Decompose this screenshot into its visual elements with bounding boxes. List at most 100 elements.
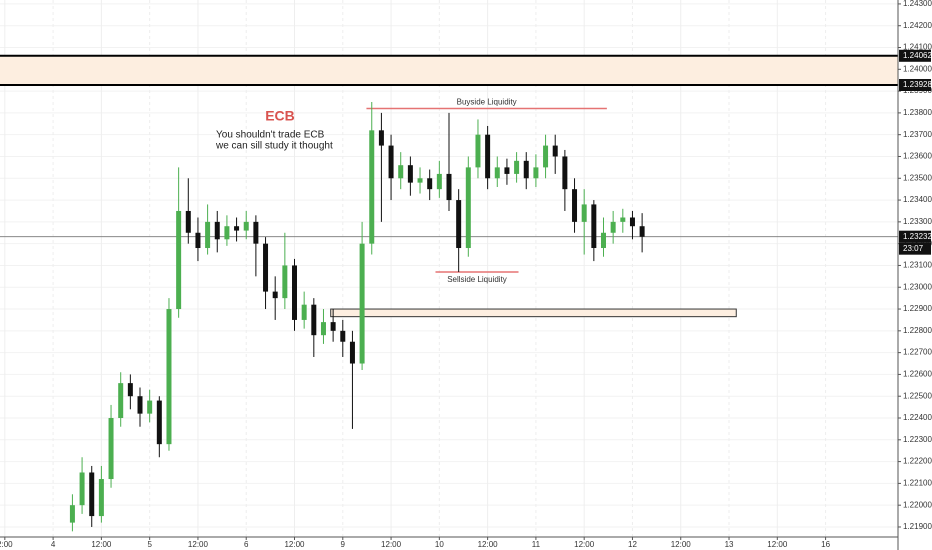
candle-body	[427, 178, 433, 190]
candle-body	[272, 291, 278, 299]
x-tick-label: 12:00	[671, 540, 692, 549]
candle-body	[205, 221, 211, 249]
candle-body	[398, 165, 404, 179]
x-tick-label: 12	[628, 540, 637, 549]
candle-body	[378, 130, 384, 146]
x-tick-label: 5	[147, 540, 152, 549]
candle-body	[581, 204, 587, 222]
candle-body	[446, 173, 452, 201]
x-tick-label: 12:00	[381, 540, 402, 549]
x-tick-label: 12:00	[91, 540, 112, 549]
candle-body	[388, 145, 394, 179]
y-tick-label: 1.22800	[903, 326, 932, 335]
candle-body	[156, 400, 162, 445]
candle-body	[629, 217, 635, 227]
candle-body	[330, 322, 336, 331]
candle-body	[301, 304, 307, 320]
y-tick-label: 1.23300	[903, 217, 932, 226]
candle-body	[224, 226, 230, 240]
candle-body	[69, 505, 75, 523]
candle-body	[263, 243, 269, 292]
x-tick-label: 12:00	[767, 540, 788, 549]
y-tick-label: 1.24000	[903, 64, 932, 73]
candle-body	[475, 134, 481, 168]
candle-body	[282, 265, 288, 299]
countdown-label: 23:07	[903, 244, 924, 253]
candle-body	[243, 221, 249, 231]
x-tick-label: 12:00	[478, 540, 499, 549]
y-tick-label: 1.22300	[903, 435, 932, 444]
candle-body	[108, 418, 114, 480]
candle-body	[610, 221, 616, 233]
annotation-title: ECB	[265, 108, 295, 124]
y-tick-label: 1.22500	[903, 391, 932, 400]
price-tag	[899, 49, 931, 62]
time-axis-bg	[0, 537, 932, 550]
candle-body	[543, 145, 549, 168]
price-axis-bg	[898, 0, 932, 550]
y-tick-label: 1.23000	[903, 282, 932, 291]
y-tick-label: 1.24100	[903, 43, 932, 52]
zone	[0, 55, 898, 85]
price-tag	[899, 230, 931, 243]
x-tick-label: 12:00	[284, 540, 305, 549]
candle-body	[523, 160, 529, 179]
x-tick-label: 13	[725, 540, 734, 549]
candle-body	[118, 383, 124, 419]
x-tick-label: 2:00	[0, 540, 13, 549]
candle-body	[176, 210, 182, 310]
candle-body	[185, 210, 191, 233]
x-tick-label: 12:00	[574, 540, 595, 549]
y-tick-label: 1.22200	[903, 457, 932, 466]
candle-body	[195, 232, 201, 249]
candle-body	[514, 160, 520, 174]
x-tick-label: 6	[244, 540, 249, 549]
x-tick-label: 9	[341, 540, 346, 549]
y-tick-label: 1.24300	[903, 0, 932, 8]
y-tick-label: 1.23600	[903, 152, 932, 161]
y-tick-label: 1.21900	[903, 522, 932, 531]
candle-body	[311, 304, 317, 336]
candle-body	[320, 322, 326, 336]
x-tick-label: 16	[821, 540, 830, 549]
candle-body	[591, 204, 597, 249]
candle-body	[166, 309, 172, 445]
candle-body	[639, 226, 645, 237]
candle-body	[127, 383, 133, 397]
countdown-tag	[899, 242, 931, 255]
y-tick-label: 1.22100	[903, 478, 932, 487]
candle-body	[79, 472, 85, 506]
y-tick-label: 1.23500	[903, 173, 932, 182]
y-tick-label: 1.22400	[903, 413, 932, 422]
candle-body	[620, 217, 626, 222]
candle-body	[465, 167, 471, 249]
y-tick-label: 1.22600	[903, 370, 932, 379]
y-tick-label: 1.23700	[903, 130, 932, 139]
price-tag-label: 1.23928	[903, 80, 932, 89]
y-tick-label: 1.23400	[903, 195, 932, 204]
candle-body	[369, 130, 375, 244]
price-tag-label: 1.23232	[903, 232, 932, 241]
annotation-line: You shouldn't trade ECB	[216, 130, 325, 141]
x-tick-label: 11	[532, 540, 541, 549]
candle-body	[417, 178, 423, 183]
candle-body	[147, 400, 153, 414]
y-tick-label: 1.23800	[903, 108, 932, 117]
candle-body	[456, 200, 462, 249]
candle-body	[572, 189, 578, 222]
candle-body	[89, 472, 95, 517]
candle-body	[504, 167, 510, 174]
candle-body	[359, 243, 365, 364]
candle-body	[234, 226, 240, 231]
candle-body	[214, 221, 220, 240]
y-tick-label: 1.22900	[903, 304, 932, 313]
candle-body	[494, 167, 500, 179]
candle-body	[253, 221, 259, 244]
candle-body	[137, 396, 143, 414]
x-tick-label: 12:00	[188, 540, 209, 549]
candle-body	[436, 173, 442, 190]
fvg-box	[330, 308, 737, 318]
candle-body	[292, 265, 298, 320]
candle-body	[485, 134, 491, 179]
